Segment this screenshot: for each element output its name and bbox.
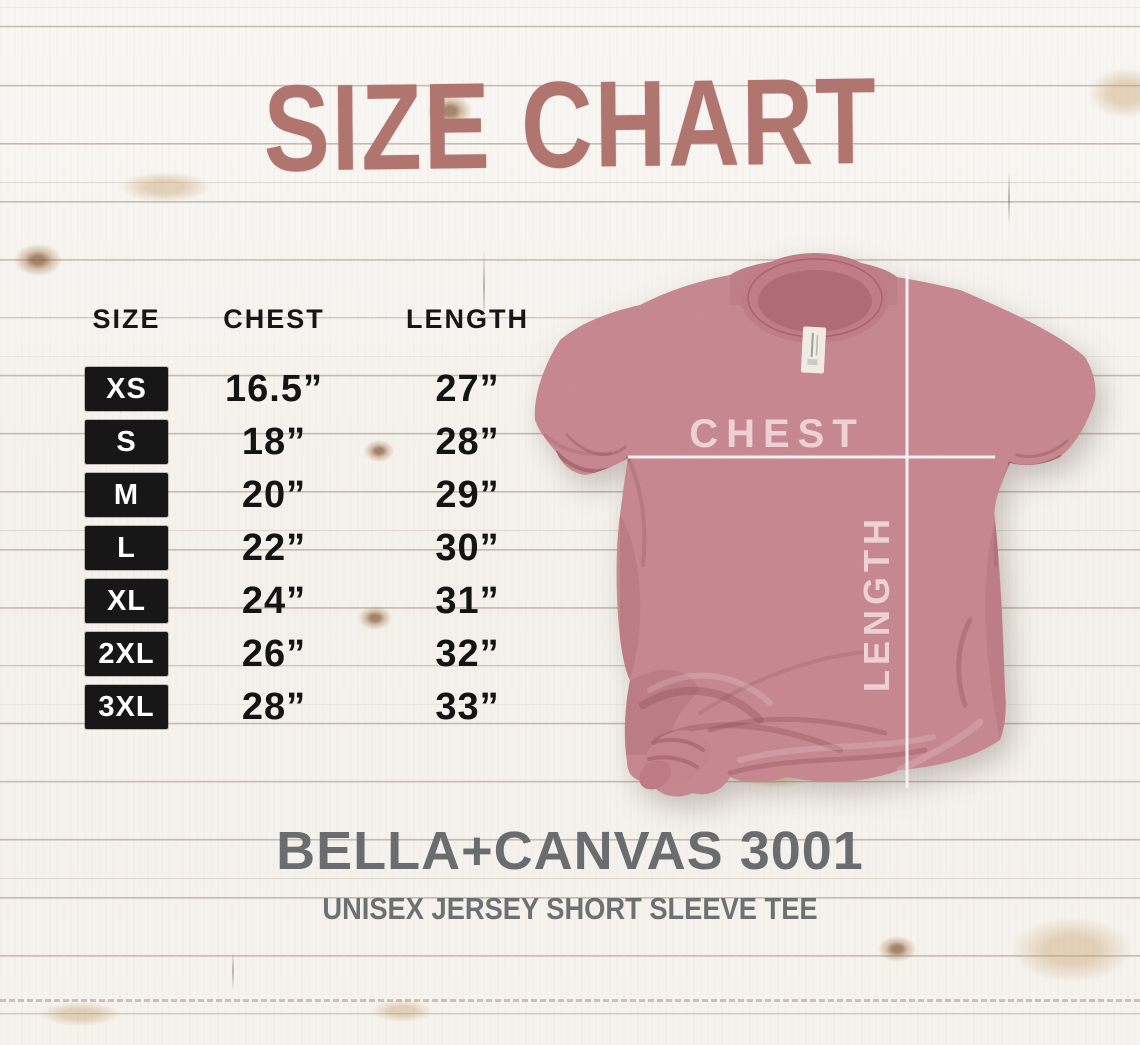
wood-knot [878,936,916,962]
size-badge: 3XL [85,685,168,729]
size-badge: XS [85,367,168,411]
column-header-size: SIZE [92,304,161,334]
wood-knot [14,244,62,276]
collar-tag [800,326,827,374]
length-value: 27” [435,367,500,410]
size-table-body: XS 16.5” 27” S 18” 28” M 20” 29” L 22” 30” XL 24” 31” 2… [85,367,555,738]
size-badge: S [85,420,168,464]
length-value: 30” [435,526,500,569]
table-row: 2XL 26” 32” [85,632,555,676]
wood-knot [364,440,394,462]
wood-knot [358,606,392,630]
column-header-chest: CHEST [223,304,325,334]
table-row: XL 24” 31” [85,579,555,623]
chest-value: 28” [241,685,307,728]
size-badge: M [85,473,168,517]
wood-crack [1008,172,1010,224]
wood-smudge [40,1002,120,1026]
table-row: L 22” 30” [85,526,555,570]
size-table-header: SIZE CHEST LENGTH [85,304,555,335]
table-row: XS 16.5” 27” [85,367,555,411]
size-badge: XL [85,579,168,623]
length-value: 29” [435,473,500,516]
length-value: 33” [435,685,500,728]
chest-label: CHEST [689,412,865,456]
page-title: SIZE CHART [263,51,879,197]
length-value: 31” [435,579,500,622]
product-name: BELLA+CANVAS 3001 [276,821,864,881]
size-badge: L [85,526,168,570]
table-row: 3XL 28” 33” [85,685,555,729]
chest-value: 26” [241,632,307,675]
table-row: S 18” 28” [85,420,555,464]
wood-smudge [372,1000,432,1022]
wood-knot [428,94,472,128]
length-label: LENGTH [856,514,897,692]
table-row: M 20” 29” [85,473,555,517]
wood-grain-line [0,999,1140,1002]
length-value: 28” [435,420,500,463]
chest-value: 20” [241,473,307,516]
chest-value: 18” [241,420,307,463]
chest-value: 22” [241,526,307,569]
product-subtitle: UNISEX JERSEY SHORT SLEEVE TEE [322,891,818,926]
wood-knot [1088,68,1140,118]
length-value: 32” [435,632,500,675]
column-header-length: LENGTH [406,304,529,334]
wood-crack [232,952,234,990]
chest-value: 24” [241,579,307,622]
shirt-collar [741,253,889,374]
shirt-knot [639,730,710,790]
wood-smudge [1012,918,1132,982]
wood-smudge [120,172,210,202]
chest-value: 16.5” [225,367,323,410]
wood-crack [483,250,485,322]
shirt-photo: CHEST LENGTH [534,253,1096,797]
size-badge: 2XL [85,632,168,676]
